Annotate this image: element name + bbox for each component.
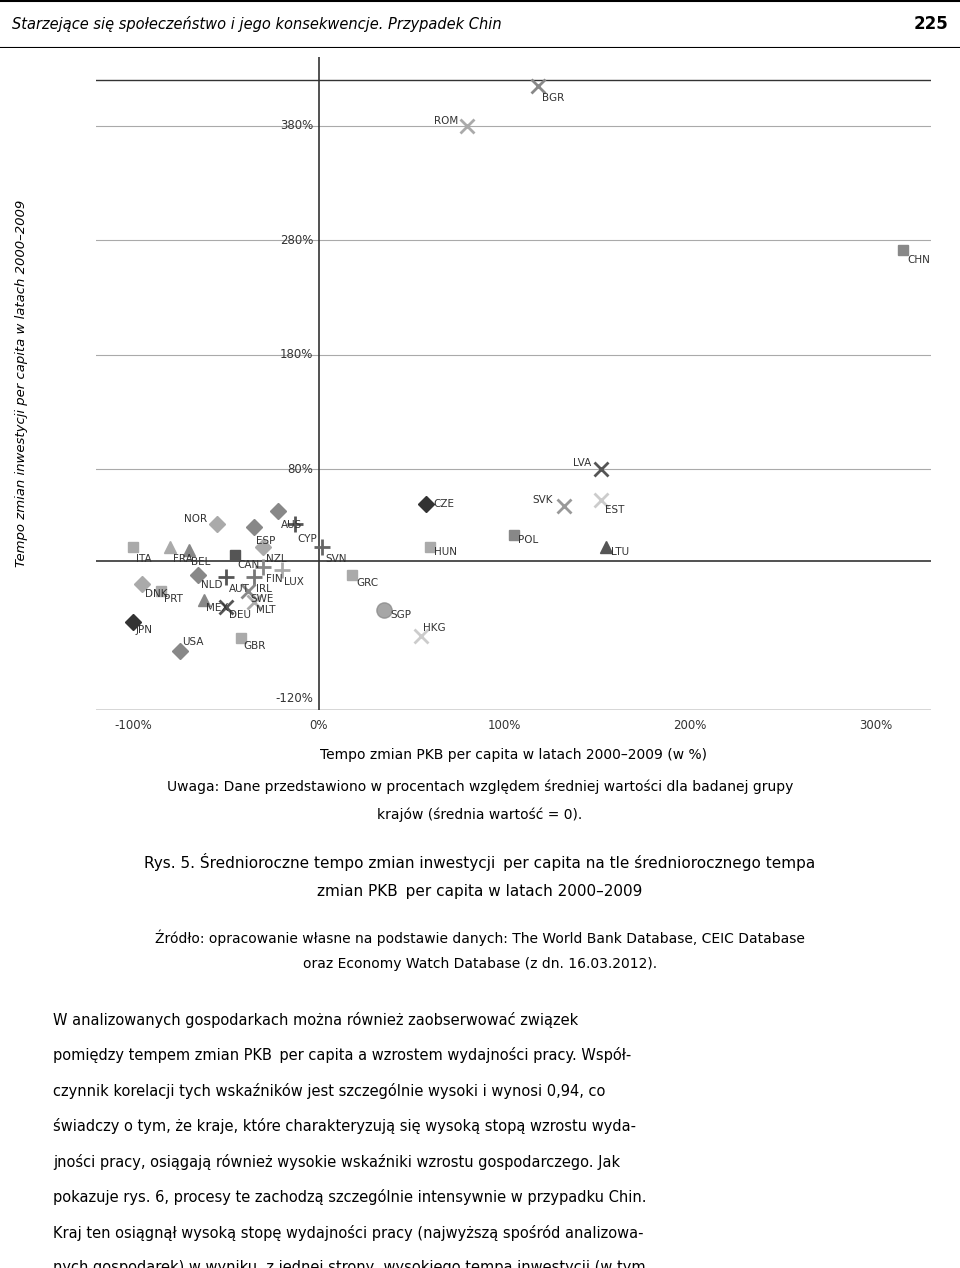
- Text: HUN: HUN: [435, 548, 457, 558]
- Text: SVN: SVN: [325, 554, 347, 564]
- Text: LUX: LUX: [284, 577, 304, 587]
- Text: 280%: 280%: [279, 233, 313, 247]
- Text: MLT: MLT: [256, 605, 276, 615]
- Text: JPN: JPN: [135, 625, 153, 635]
- Text: 300%: 300%: [859, 719, 892, 732]
- Text: 225: 225: [914, 15, 948, 33]
- Text: -120%: -120%: [276, 692, 313, 705]
- Text: pokazuje rys. 6, procesy te zachodzą szczególnie intensywnie w przypadku Chin.: pokazuje rys. 6, procesy te zachodzą szc…: [53, 1189, 646, 1206]
- Text: FRA: FRA: [173, 554, 193, 564]
- Text: oraz Economy Watch Database (z dn. 16.03.2012).: oraz Economy Watch Database (z dn. 16.03…: [303, 957, 657, 971]
- Text: SWE: SWE: [251, 593, 275, 604]
- Text: -100%: -100%: [114, 719, 152, 732]
- Text: CZE: CZE: [433, 498, 454, 508]
- Text: USA: USA: [182, 638, 204, 648]
- Text: 0%: 0%: [309, 719, 328, 732]
- Text: CAN: CAN: [238, 560, 260, 571]
- Text: Rys. 5. Średnioroczne tempo zmian inwestycji  per capita na tle średniorocznego : Rys. 5. Średnioroczne tempo zmian inwest…: [144, 853, 816, 871]
- Text: SGP: SGP: [391, 610, 412, 620]
- Text: 100%: 100%: [488, 719, 521, 732]
- Text: czynnik korelacji tych wskaźników jest szczególnie wysoki i wynosi 0,94, co: czynnik korelacji tych wskaźników jest s…: [53, 1083, 605, 1099]
- Text: PRT: PRT: [163, 593, 182, 604]
- Text: ESP: ESP: [256, 536, 276, 545]
- Text: GBR: GBR: [244, 640, 266, 650]
- Text: CYP: CYP: [298, 534, 317, 544]
- Text: AUS: AUS: [280, 520, 301, 530]
- Text: IRL: IRL: [256, 585, 273, 595]
- Text: 380%: 380%: [280, 119, 313, 132]
- Text: ROM: ROM: [434, 115, 458, 126]
- Text: DNK: DNK: [145, 590, 167, 598]
- Text: HKG: HKG: [423, 623, 446, 633]
- Text: EST: EST: [605, 506, 625, 516]
- Text: SVK: SVK: [533, 495, 553, 505]
- Text: 180%: 180%: [279, 349, 313, 361]
- Text: Źródło: opracowanie własne na podstawie danych: The World Bank Database, CEIC Da: Źródło: opracowanie własne na podstawie …: [156, 929, 804, 946]
- Text: świadczy o tym, że kraje, które charakteryzują się wysoką stopą wzrostu wyda-: świadczy o tym, że kraje, które charakte…: [53, 1118, 636, 1135]
- Text: BEL: BEL: [191, 557, 211, 567]
- Text: Tempo zmian PKB per capita w latach 2000–2009 (w %): Tempo zmian PKB per capita w latach 2000…: [320, 748, 708, 762]
- Text: pomiędzy tempem zmian PKB  per capita a wzrostem wydajności pracy. Współ-: pomiędzy tempem zmian PKB per capita a w…: [53, 1047, 631, 1064]
- Text: NLD: NLD: [201, 579, 222, 590]
- Text: Starzejące się społeczeństwo i jego konsekwencje. Przypadek Chin: Starzejące się społeczeństwo i jego kons…: [12, 16, 501, 32]
- Text: ITA: ITA: [135, 554, 152, 564]
- Text: nych gospodarek) w wyniku, z jednej strony, wysokiego tempa inwestycji (w tym: nych gospodarek) w wyniku, z jednej stro…: [53, 1260, 645, 1268]
- Text: BGR: BGR: [542, 93, 564, 103]
- Text: krajów (średnia wartość = 0).: krajów (średnia wartość = 0).: [377, 808, 583, 822]
- Text: MEX: MEX: [206, 604, 228, 614]
- Text: LVA: LVA: [573, 459, 591, 468]
- Text: 200%: 200%: [673, 719, 707, 732]
- Text: FIN: FIN: [266, 574, 282, 585]
- Text: Tempo zmian inwestycji per capita w latach 2000–2009: Tempo zmian inwestycji per capita w lata…: [14, 200, 28, 567]
- Text: GRC: GRC: [356, 578, 378, 588]
- Text: CHN: CHN: [908, 255, 930, 265]
- Text: jności pracy, osiągają również wysokie wskaźniki wzrostu gospodarczego. Jak: jności pracy, osiągają również wysokie w…: [53, 1154, 620, 1170]
- Text: NZL: NZL: [266, 554, 286, 564]
- Text: LTU: LTU: [611, 548, 629, 558]
- Text: Kraj ten osiągnął wysoką stopę wydajności pracy (najwyższą spośród analizowa-: Kraj ten osiągnął wysoką stopę wydajnośc…: [53, 1225, 643, 1241]
- Text: AUT: AUT: [228, 585, 250, 595]
- Text: zmian PKB  per capita w latach 2000–2009: zmian PKB per capita w latach 2000–2009: [318, 884, 642, 899]
- Text: DEU: DEU: [228, 610, 251, 620]
- Text: NOR: NOR: [183, 515, 206, 525]
- Text: 80%: 80%: [287, 463, 313, 476]
- Text: W analizowanych gospodarkach można również zaobserwować związek: W analizowanych gospodarkach można równi…: [53, 1012, 578, 1028]
- Text: POL: POL: [518, 535, 539, 545]
- Text: Uwaga: Dane przedstawiono w procentach względem średniej wartości dla badanej gr: Uwaga: Dane przedstawiono w procentach w…: [167, 780, 793, 794]
